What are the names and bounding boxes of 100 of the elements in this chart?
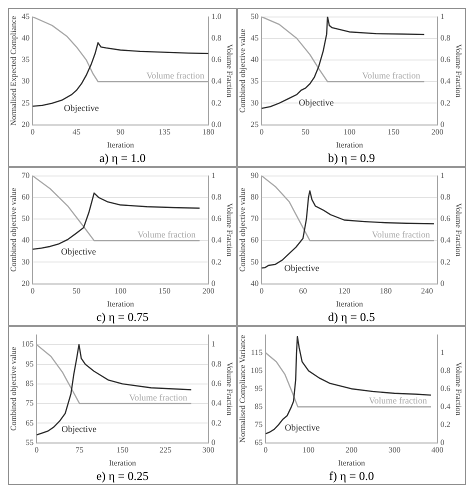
x-axis-title: Iteration (108, 458, 136, 468)
x-tick-label: 0 (260, 128, 264, 137)
y2-tick-label: 0.2 (440, 420, 450, 429)
x-axis-title: Iteration (338, 458, 366, 468)
y2-tick-label: 0.6 (211, 214, 222, 224)
y-axis-title: Normalised Expected Compliance (8, 15, 18, 126)
series-label: Volume fraction (146, 70, 205, 80)
y-tick-label: 50 (22, 214, 30, 224)
x-tick-label: 300 (388, 446, 400, 455)
x-tick-label: 75 (76, 446, 84, 455)
y-tick-label: 20 (22, 278, 30, 288)
y2-tick-label: 1 (211, 170, 216, 180)
x-tick-label: 50 (72, 286, 81, 296)
y-tick-label: 105 (250, 366, 263, 375)
y-tick-label: 35 (250, 76, 259, 86)
series-label: Objective (62, 424, 97, 434)
y-tick-label: 40 (22, 236, 30, 245)
y-tick-label: 95 (26, 359, 34, 368)
y2-tick-label: 0.8 (440, 33, 450, 42)
x-axis-title: Iteration (106, 299, 134, 308)
x-tick-label: 225 (159, 446, 172, 455)
y-tick-label: 75 (254, 420, 263, 429)
x-tick-label: 150 (116, 446, 128, 455)
y2-tick-label: 0.6 (211, 378, 222, 388)
y2-tick-label: 0.8 (211, 359, 222, 368)
y2-tick-label: 0.2 (440, 257, 450, 266)
x-tick-label: 180 (202, 128, 214, 137)
y-tick-label: 90 (250, 170, 259, 180)
x-tick-label: 100 (344, 128, 356, 137)
y2-tick-label: 1.0 (211, 12, 222, 21)
y-tick-label: 105 (22, 340, 34, 349)
x-tick-label: 200 (202, 286, 214, 296)
y2-tick-label: 1 (211, 340, 216, 349)
y2-axis-title: Volume Fraction (454, 44, 464, 98)
y-tick-label: 115 (250, 348, 263, 357)
series-label: Volume fraction (362, 70, 421, 80)
series-label: Volume fraction (138, 229, 196, 240)
x-tick-label: 0 (260, 286, 264, 296)
y-tick-label: 45 (22, 12, 30, 21)
y-tick-label: 20 (22, 120, 30, 129)
y2-tick-label: 1 (440, 348, 444, 357)
y-tick-label: 40 (22, 33, 30, 42)
y2-axis-title: Volume Fraction (225, 44, 234, 98)
y-axis-title: Combined objective value (238, 187, 247, 272)
y2-tick-label: 0.4 (211, 236, 222, 245)
y2-tick-label: 0.4 (440, 76, 450, 86)
y-axis-title: Combined objective value (238, 28, 247, 113)
x-tick-label: 60 (298, 286, 307, 296)
y-tick-label: 85 (26, 378, 34, 388)
y2-tick-label: 0 (211, 278, 216, 288)
y-tick-label: 85 (254, 402, 263, 411)
x-tick-label: 150 (387, 128, 400, 137)
y2-tick-label: 0.6 (440, 214, 450, 224)
y2-tick-label: 0.2 (211, 98, 222, 108)
x-tick-label: 240 (421, 286, 434, 296)
text: e) η = 0.25 (95, 468, 150, 484)
y-tick-label: 95 (254, 384, 263, 393)
y-tick-label: 35 (22, 55, 30, 64)
y-tick-label: 80 (250, 192, 259, 202)
y-tick-label: 60 (250, 236, 259, 245)
x-tick-label: 400 (431, 446, 444, 455)
x-tick-label: 120 (338, 286, 350, 296)
series-label: Objective (64, 103, 99, 114)
y2-tick-label: 0.0 (211, 120, 222, 129)
y2-tick-label: 0.4 (440, 402, 450, 411)
y-tick-label: 25 (250, 120, 259, 129)
y2-tick-label: 0.6 (440, 55, 450, 64)
text: b) η = 0.9 (326, 150, 376, 166)
y-tick-label: 30 (22, 257, 30, 266)
y2-tick-label: 0.6 (211, 55, 222, 64)
y2-axis-title: Volume Fraction (454, 362, 464, 416)
y-tick-label: 70 (22, 170, 30, 180)
x-tick-label: 200 (431, 128, 444, 137)
y2-tick-label: 0.4 (440, 236, 450, 245)
y-tick-label: 45 (250, 33, 259, 42)
x-tick-label: 150 (158, 286, 170, 296)
y-tick-label: 30 (22, 76, 30, 86)
y-tick-label: 30 (250, 98, 259, 108)
x-tick-label: 200 (346, 446, 358, 455)
x-tick-label: 0 (34, 446, 39, 455)
y2-tick-label: 0.2 (440, 98, 450, 108)
y2-tick-label: 0.6 (440, 384, 450, 393)
x-tick-label: 50 (302, 128, 310, 137)
y2-axis-title: Volume Fraction (454, 203, 464, 257)
y2-tick-label: 1 (440, 170, 444, 180)
y-tick-label: 25 (22, 98, 30, 108)
y2-axis-title: Volume Fraction (225, 362, 234, 416)
series-label: Objective (284, 262, 320, 273)
series-label: Objective (284, 422, 320, 432)
x-tick-label: 135 (158, 128, 170, 137)
y-axis-title: Combined objective value (8, 187, 18, 272)
y-tick-label: 65 (26, 418, 34, 428)
x-tick-label: 45 (72, 128, 81, 137)
y2-tick-label: 0 (211, 438, 216, 447)
y2-tick-label: 0.8 (440, 366, 450, 375)
x-axis-title: Iteration (336, 140, 364, 150)
x-tick-label: 0 (264, 446, 268, 455)
y2-tick-label: 0 (440, 120, 444, 129)
y-tick-label: 70 (250, 214, 259, 224)
text: d) η = 0.5 (326, 309, 376, 325)
